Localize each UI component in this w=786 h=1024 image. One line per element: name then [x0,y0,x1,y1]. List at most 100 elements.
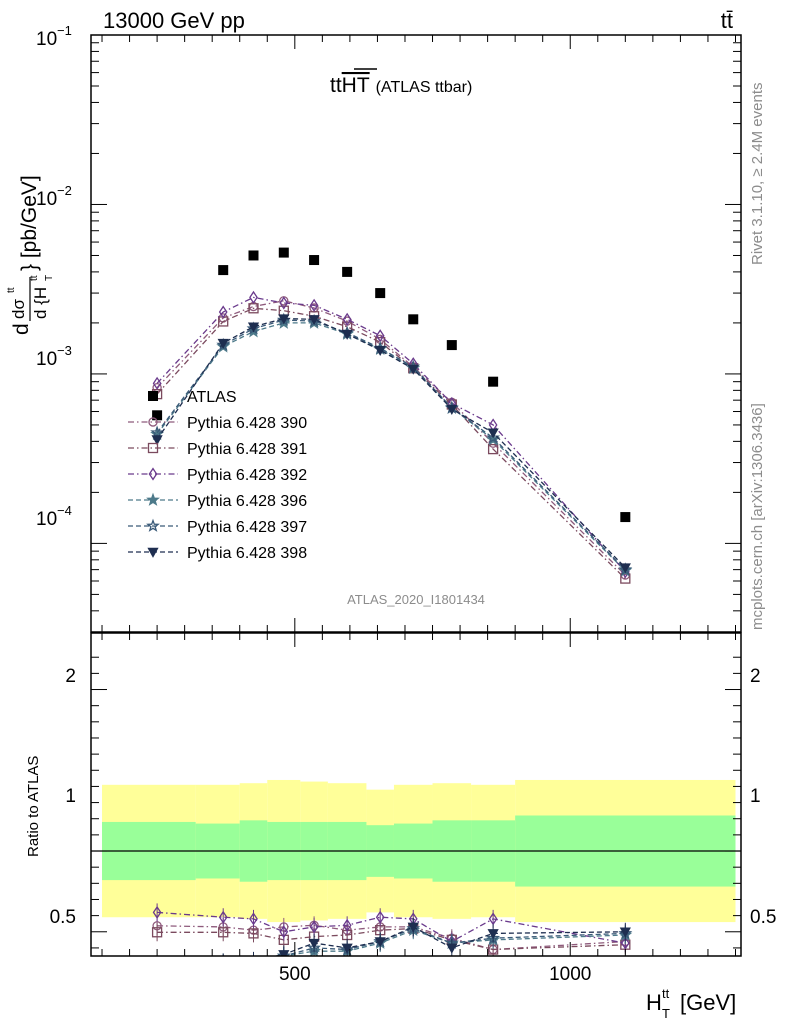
mc-point [620,573,631,584]
mc-point [278,314,290,325]
ratio-point [152,972,162,982]
mc-point [150,425,164,439]
title-overline: HT [342,74,370,97]
mc-series [151,314,631,574]
mc-point [152,376,162,390]
x-axis-label-base: H [646,990,662,1015]
ratio-point [151,927,163,938]
legend-label: Pythia 6.428 392 [187,467,307,484]
ratio-series-layer [151,903,633,982]
mc-point [341,329,353,340]
ratio-y-tick-label-right: 2 [750,666,761,687]
atlas-data-point [218,265,229,276]
atlas-data-point [375,288,386,299]
svg-text:tt: tt [6,287,17,293]
mc-point [487,443,499,455]
ratio-point [487,929,499,940]
ratio-point [248,959,258,969]
energy-label: 13000 GeV pp [103,8,245,33]
ratio-point [342,918,352,932]
ratio-point [152,970,162,980]
mc-point [279,296,289,310]
ratio-point [248,928,259,939]
atlas-data-point [152,410,163,421]
ratio-point [407,922,419,933]
ratio-y-tick-label: 2 [65,666,76,687]
legend-marker [148,417,158,427]
ratio-point [218,959,228,969]
ratio-plot-frame [90,632,742,957]
ratio-point [222,955,224,956]
svg-text:10: 10 [36,189,57,210]
x-axis-label-unit: [GeV] [680,990,736,1015]
legend-label: Pythia 6.428 391 [187,441,307,458]
legend-marker [147,442,159,454]
mc-series-line [156,300,626,576]
x-axis-label: H T tt [GeV] [646,986,736,1021]
svg-text:10: 10 [36,509,57,530]
legend-marker [148,467,158,481]
ratio-series [219,917,631,967]
mc-point [249,290,258,304]
x-axis-label-sub: T [662,1006,670,1021]
rivet-version-label: Rivet 3.1.10, ≥ 2.4M events [749,83,766,266]
legend-marker [146,492,160,506]
legend-atlas-marker [148,391,158,401]
y-axis-label-ratio: Ratio to ATLAS [25,756,42,857]
ratio-point [619,927,631,938]
atlas-data-point [342,266,353,277]
x-tick-label: 500 [279,964,311,985]
legend: ATLAS Pythia 6.428 390 Pythia 6.428 391 Pyt… [128,389,307,562]
ratio-uncertainty-bands [91,779,741,923]
svg-text:−1: −1 [57,23,72,38]
analysis-id: ATLAS_2020_I1801434 [347,592,485,607]
svg-text:−3: −3 [57,343,72,358]
mc-point [151,435,163,446]
mc-point [217,338,229,349]
svg-text:10: 10 [36,29,57,50]
legend-label: Pythia 6.428 397 [187,519,307,536]
main-series-layer [150,247,633,584]
title-prefix: tt [330,74,342,97]
ratio-point [308,938,320,949]
ratio-point [374,937,386,948]
atlas-data-point [248,250,259,261]
mc-series-line [156,296,626,573]
ratio-point [249,912,258,926]
svg-text:−2: −2 [57,183,72,198]
svg-text:d {H: d {H [31,287,50,319]
mc-point [487,428,499,439]
svg-text:} [pb/GeV]: } [pb/GeV] [18,175,41,271]
ratio-point [620,936,630,950]
ratio-point [279,925,289,939]
ratio-point [446,943,458,954]
axis-ticks [91,34,741,956]
ratio-point [278,950,290,956]
y-tick-label: 10 −4 [36,503,72,530]
mc-point [308,315,320,326]
atlas-data-point [488,376,499,387]
main-plot-frame [90,34,742,633]
title-suffix: (ATLAS ttbar) [376,79,473,96]
ratio-point [218,910,228,924]
atlas-data-point [278,247,289,258]
svg-text:d: d [10,323,33,335]
ratio-point [219,959,228,967]
x-axis-label-sup: tt [662,986,670,1001]
ratio-point [341,943,353,954]
ratio-point [152,905,162,919]
atlas-data-point [408,314,419,325]
mc-point [446,404,458,415]
plot-title: ttHT (ATLAS ttbar) [330,74,472,97]
mc-point [342,312,352,326]
atlas-data-point [620,512,631,523]
ratio-y-tick-label: 1 [65,786,76,807]
legend-label: Pythia 6.428 396 [187,493,307,510]
svg-text:tt: tt [29,275,40,281]
legend-marker [146,518,160,532]
svg-text:−4: −4 [57,503,72,518]
y-tick-label: 10 −3 [36,343,72,370]
mc-point [407,364,419,375]
mc-point [309,298,319,312]
ratio-point [253,955,254,956]
